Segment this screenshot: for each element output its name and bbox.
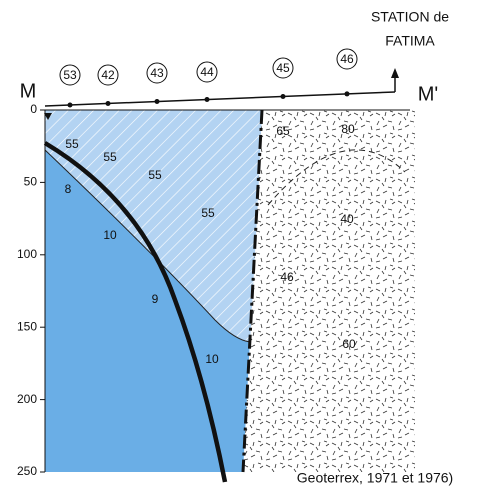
station-dot bbox=[281, 94, 286, 99]
zone-label: 55 bbox=[201, 206, 215, 220]
zone-label: 10 bbox=[103, 228, 117, 242]
profile-line bbox=[45, 92, 395, 106]
end-label: M' bbox=[418, 83, 438, 105]
zone-label: 55 bbox=[65, 137, 79, 151]
tick-label: 250 bbox=[17, 464, 37, 478]
caption: Geoterrex, 1971 et 1976) bbox=[297, 470, 453, 486]
station-dot bbox=[68, 103, 73, 108]
tick-label: 200 bbox=[17, 392, 37, 406]
station-title: STATION de bbox=[371, 9, 449, 25]
tick-label: 0 bbox=[30, 102, 37, 116]
zone-label: 65 bbox=[276, 124, 290, 138]
tick-label: 100 bbox=[17, 247, 37, 261]
station-label: 44 bbox=[200, 65, 214, 79]
station-label: 43 bbox=[150, 66, 164, 80]
station-dot bbox=[345, 91, 350, 96]
cross-section: M M' STATION de FATIMA Geoterrex, 1971 e… bbox=[0, 0, 485, 492]
start-label: M bbox=[20, 80, 37, 102]
zone-label: 46 bbox=[280, 270, 294, 284]
station-dot bbox=[205, 97, 210, 102]
dotted-zone bbox=[243, 110, 415, 472]
zone-label: 9 bbox=[152, 292, 159, 306]
tick-label: 50 bbox=[24, 175, 38, 189]
zone-label: 80 bbox=[341, 122, 355, 136]
zone-label: 40 bbox=[340, 212, 354, 226]
station-dot bbox=[155, 99, 160, 104]
station-label: 42 bbox=[101, 68, 115, 82]
zone-label: 8 bbox=[65, 182, 72, 196]
zone-label: 10 bbox=[205, 352, 219, 366]
zone-label: 60 bbox=[342, 337, 356, 351]
zone-label: 55 bbox=[103, 150, 117, 164]
tick-label: 150 bbox=[17, 319, 37, 333]
station-label: 46 bbox=[340, 52, 354, 66]
station-label: 53 bbox=[63, 68, 77, 82]
station-label: 45 bbox=[276, 61, 290, 75]
station-dot bbox=[106, 101, 111, 106]
arrow-head bbox=[391, 68, 399, 78]
zone-label: 55 bbox=[148, 168, 162, 182]
station-title: FATIMA bbox=[385, 33, 435, 49]
